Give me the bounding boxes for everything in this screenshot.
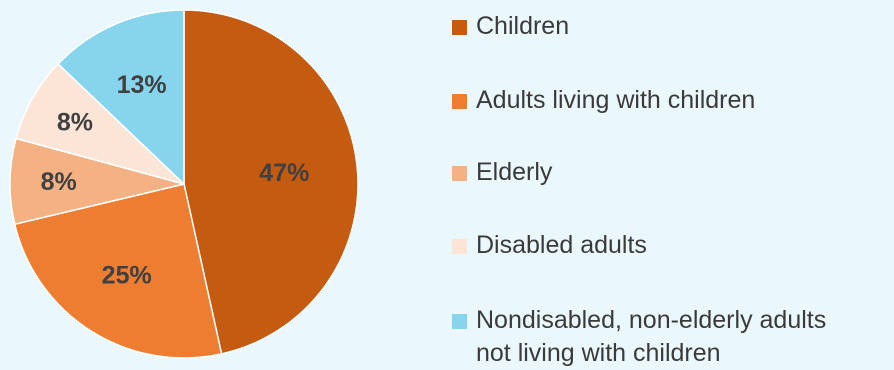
legend-item-adults-living-with-children: Adults living with children — [452, 84, 886, 117]
legend-label-nondisabled-adults: Nondisabled, non-elderly adults not livi… — [476, 306, 827, 367]
pie-slice-adults-living-with-children — [13, 183, 223, 359]
legend-swatch-nondisabled-adults — [452, 314, 467, 329]
legend-item-elderly: Elderly — [452, 156, 886, 189]
legend-item-children: Children — [452, 10, 886, 43]
data-label-children: 47% — [259, 159, 309, 187]
legend-label-elderly: Elderly — [476, 158, 553, 186]
pie-slice-children — [183, 9, 359, 355]
legend-item-nondisabled-adults: Nondisabled, non-elderly adults not livi… — [452, 304, 886, 370]
legend-label-children: Children — [476, 12, 570, 40]
data-label-adults-living-with-children: 25% — [102, 261, 152, 289]
legend-label-disabled-adults: Disabled adults — [476, 231, 647, 259]
data-label-nondisabled-adults: 13% — [117, 71, 167, 99]
legend-swatch-children — [452, 20, 467, 35]
data-label-disabled-adults: 8% — [57, 109, 93, 137]
pie-slice-nondisabled-adults — [57, 9, 185, 186]
slices-group — [9, 9, 359, 359]
legend-label-adults-living-with-children: Adults living with children — [476, 86, 756, 114]
data-labels-group: 47% 25% 8% 8% 13% — [41, 71, 310, 290]
legend-item-disabled-adults: Disabled adults — [452, 229, 886, 262]
data-label-elderly: 8% — [41, 168, 77, 196]
legend-swatch-elderly — [452, 166, 467, 181]
legend-swatch-adults-living-with-children — [452, 94, 467, 109]
legend-swatch-disabled-adults — [452, 239, 467, 254]
legend: Children Adults living with children Eld… — [452, 0, 892, 370]
